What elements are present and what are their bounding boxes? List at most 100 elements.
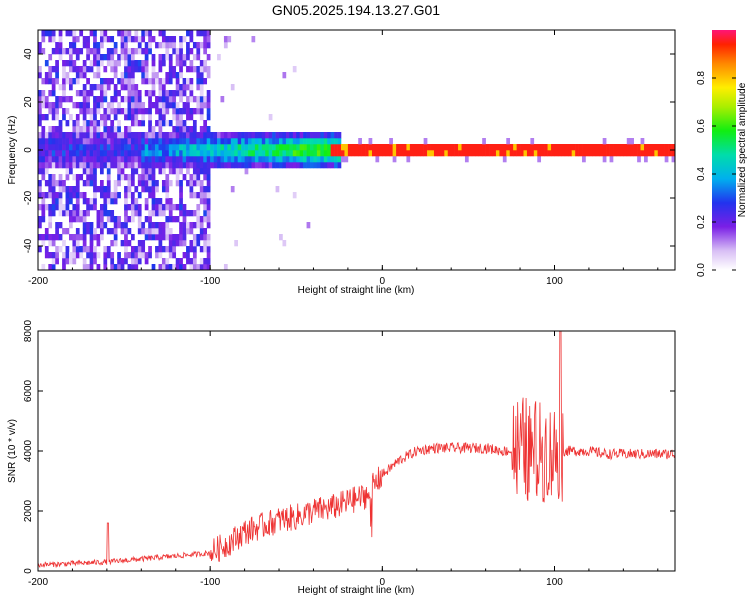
heatmap-cell xyxy=(48,240,53,247)
heatmap-cell xyxy=(172,252,177,259)
heatmap-cell xyxy=(275,144,280,151)
heatmap-cell xyxy=(161,180,166,187)
heatmap-cell xyxy=(161,54,166,61)
heatmap-cell xyxy=(237,162,242,169)
heatmap-cell xyxy=(268,138,273,145)
heatmap-cell xyxy=(595,144,600,151)
heatmap-cell xyxy=(189,90,194,97)
heatmap-cell xyxy=(654,150,659,157)
heatmap-cell xyxy=(502,156,507,163)
heatmap-cell xyxy=(206,42,211,49)
heatmap-cell xyxy=(206,66,211,73)
heatmap-cell xyxy=(89,120,94,127)
heatmap-cell xyxy=(285,144,290,151)
heatmap-cell xyxy=(58,150,63,157)
heatmap-cell xyxy=(72,174,77,181)
heatmap-cell xyxy=(48,102,53,109)
heatmap-cell xyxy=(182,150,187,157)
heatmap-cell xyxy=(279,144,283,151)
heatmap-cell xyxy=(130,66,135,73)
heatmap-cell xyxy=(182,204,187,211)
heatmap-cell xyxy=(399,144,404,151)
heatmap-cell xyxy=(148,234,152,241)
heatmap-cell xyxy=(282,132,287,139)
heatmap-cell xyxy=(158,204,163,211)
heatmap-cell xyxy=(409,144,414,151)
heatmap-cell xyxy=(106,246,111,253)
heatmap-cell xyxy=(258,132,263,139)
heatmap-cell xyxy=(547,144,552,151)
heatmap-cell xyxy=(65,228,70,235)
heatmap-cell xyxy=(110,96,115,103)
heatmap-cell xyxy=(99,36,104,43)
heatmap-cell xyxy=(323,150,328,157)
heatmap-cell xyxy=(41,132,46,139)
heatmap-cell xyxy=(134,66,139,73)
heatmap-cell xyxy=(206,30,211,37)
heatmap-cell xyxy=(368,144,373,151)
heatmap-cell xyxy=(168,246,173,253)
heatmap-cell xyxy=(75,228,80,235)
heatmap-cell xyxy=(396,144,400,151)
heatmap-cell xyxy=(48,186,53,193)
heatmap-cell xyxy=(626,144,631,151)
heatmap-cell xyxy=(41,162,46,169)
heatmap-cell xyxy=(623,150,628,157)
heatmap-cell xyxy=(564,144,569,151)
heatmap-cell xyxy=(186,222,190,229)
heatmap-cell xyxy=(103,246,108,253)
heatmap-cell xyxy=(106,36,111,43)
heatmap-cell xyxy=(82,162,87,169)
heatmap-cell xyxy=(110,258,115,265)
heatmap-cell xyxy=(51,108,56,115)
heatmap-cell xyxy=(51,252,56,259)
heatmap-cell xyxy=(130,252,135,259)
y-tick-label: 8000 xyxy=(23,319,34,342)
heatmap-cell xyxy=(392,144,397,151)
heatmap-cell xyxy=(161,90,166,97)
heatmap-cell xyxy=(72,102,77,109)
heatmap-cell xyxy=(664,156,669,163)
heatmap-cell xyxy=(137,66,142,73)
heatmap-cell xyxy=(161,36,166,43)
heatmap-cell xyxy=(127,240,132,247)
heatmap-cell xyxy=(440,150,445,157)
heatmap-cell xyxy=(509,144,514,151)
heatmap-cell xyxy=(155,138,159,145)
heatmap-cell xyxy=(203,264,208,270)
heatmap-cell xyxy=(585,150,590,157)
heatmap-cell xyxy=(113,228,118,235)
heatmap-cell xyxy=(93,150,97,157)
heatmap-cell xyxy=(130,246,135,253)
heatmap-cell xyxy=(172,132,177,139)
heatmap-cell xyxy=(113,240,118,247)
heatmap-cell xyxy=(175,234,180,241)
heatmap-cell xyxy=(468,150,473,157)
heatmap-cell xyxy=(58,186,63,193)
heatmap-cell xyxy=(296,156,300,163)
heatmap-cell xyxy=(396,150,400,157)
heatmap-cell xyxy=(261,144,266,151)
heatmap-cell xyxy=(134,168,139,175)
heatmap-cell xyxy=(86,264,90,270)
heatmap-cell xyxy=(189,246,194,253)
heatmap-cell xyxy=(110,138,115,145)
heatmap-cell xyxy=(96,264,101,270)
heatmap-cell xyxy=(72,66,77,73)
heatmap-cell xyxy=(65,174,70,181)
heatmap-cell xyxy=(196,132,201,139)
heatmap-cell xyxy=(110,228,115,235)
heatmap-cell xyxy=(279,156,283,163)
heatmap-cell xyxy=(389,138,393,145)
heatmap-cell xyxy=(65,210,70,217)
heatmap-cell xyxy=(151,180,156,187)
heatmap-cell xyxy=(223,36,228,43)
heatmap-cell xyxy=(285,138,290,145)
heatmap-cells xyxy=(38,30,675,270)
heatmap-cell xyxy=(230,84,235,91)
heatmap-cell xyxy=(51,180,56,187)
x-tick-label: 0 xyxy=(380,276,386,287)
heatmap-cell xyxy=(86,156,90,163)
heatmap-cell xyxy=(141,132,146,139)
heatmap-cell xyxy=(82,84,87,91)
